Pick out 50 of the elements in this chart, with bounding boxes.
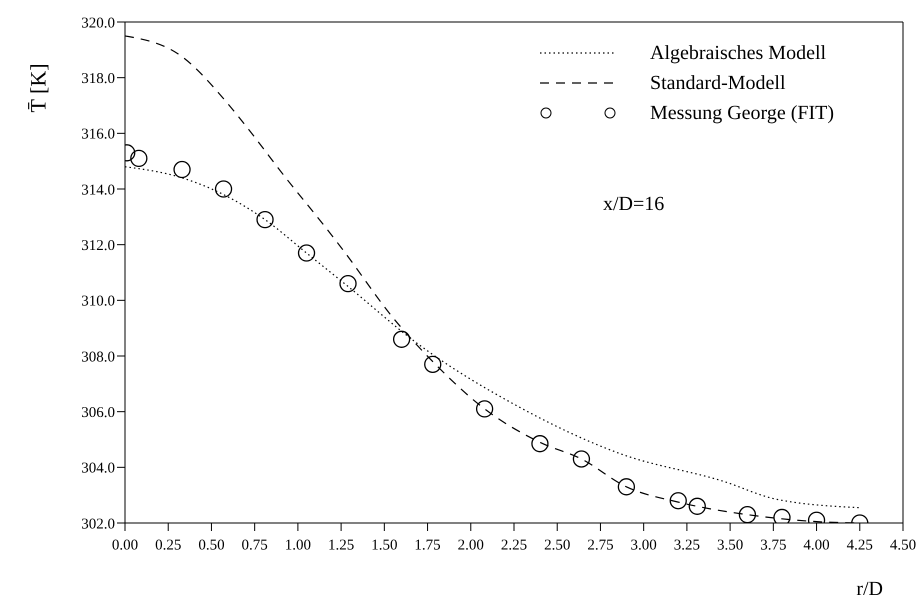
point (214, 180, 232, 198)
y-tick-label: 308.0 (81, 349, 115, 366)
point (476, 400, 494, 418)
x-tick-label: 3.50 (716, 538, 744, 554)
y-tick-label: 304.0 (81, 460, 115, 477)
x-tick-label: 3.00 (630, 538, 657, 554)
x-tick-label: 2.75 (587, 538, 614, 554)
x-tick-label: 4.25 (846, 538, 873, 554)
annotation: x/D=16 (603, 193, 664, 216)
legend-label: Standard-Modell (650, 72, 786, 94)
point (670, 492, 687, 510)
x-tick-label: 2.00 (458, 538, 484, 554)
point (572, 450, 590, 468)
y-tick-label: 318.0 (81, 70, 115, 87)
x-tick-label: 2.25 (500, 538, 528, 554)
y-axis-title: T̄ [K] (26, 63, 52, 113)
x-tick-label: 4.00 (803, 538, 830, 554)
x-axis-title: r/D (856, 578, 883, 595)
y-tick-label: 312.0 (81, 238, 115, 254)
point (339, 274, 357, 292)
point (618, 478, 636, 496)
x-tick-label: 2.50 (544, 538, 570, 554)
y-tick-label: 320.0 (81, 15, 115, 32)
point (392, 330, 410, 348)
point (738, 506, 756, 523)
x-tick-label: 0.50 (198, 538, 225, 554)
x-tick-label: 4.50 (890, 538, 916, 554)
x-tick-label: 0.00 (112, 538, 138, 554)
point (130, 150, 148, 168)
legend-label: Messung George (FIT) (650, 102, 834, 124)
y-tick-label: 314.0 (81, 182, 115, 198)
y-tick-label: 316.0 (81, 126, 115, 143)
x-tick-label: 3.75 (760, 538, 786, 554)
point (173, 160, 191, 178)
x-tick-label: 1.75 (414, 538, 441, 554)
x-tick-label: 3.25 (674, 538, 700, 554)
x-tick-label: 1.00 (284, 538, 312, 554)
point (424, 356, 442, 373)
x-tick-label: 1.50 (371, 538, 398, 554)
y-tick-label: 310.0 (81, 294, 115, 310)
x-tick-label: 1.25 (328, 538, 354, 554)
y-tick-label: 306.0 (81, 404, 115, 421)
point (298, 244, 316, 262)
x-tick-label: 0.75 (242, 538, 268, 554)
point (531, 435, 549, 452)
x-tick-label: 0.25 (155, 538, 182, 554)
y-tick-label: 302.0 (81, 516, 115, 532)
point (688, 498, 706, 515)
legend-label: Algebraisches Modell (650, 42, 826, 64)
point (256, 210, 274, 228)
